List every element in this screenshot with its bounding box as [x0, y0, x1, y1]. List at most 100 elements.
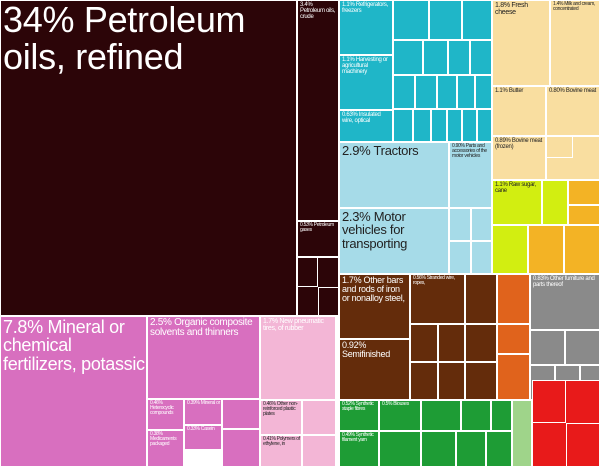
tile-label: 0.83% Other furniture and parts thereof	[533, 276, 595, 289]
treemap-small-tile	[413, 109, 431, 142]
treemap-small-tile	[471, 208, 492, 241]
treemap-small-tile	[438, 324, 465, 362]
treemap-small-tile	[492, 225, 528, 274]
tile-label: 0.33% Casein	[187, 426, 215, 432]
tile-label: 1.7% Other bars and rods of iron or nona…	[342, 275, 405, 304]
treemap-small-tile	[421, 431, 456, 467]
tile-label: 0.92% Semifinished	[342, 340, 390, 360]
treemap-small-tile	[530, 330, 565, 365]
treemap-small-tile	[379, 431, 421, 467]
tile-label: 0.56% Stranded wire, ropes,	[413, 275, 455, 287]
tile-label: 34% Petroleum oils, refined	[3, 0, 246, 77]
treemap-tile: 0.33% Casein	[184, 425, 222, 450]
treemap-small-tile	[423, 40, 448, 75]
treemap-small-tile	[393, 75, 415, 109]
tile-label: 1.1% Raw sugar, cane	[495, 182, 536, 195]
tile-label: 0.53% Petroleum gases	[300, 222, 334, 234]
treemap-small-tile	[222, 429, 260, 467]
treemap-tile: 0.83% Other furniture and parts thereof	[530, 274, 600, 330]
tile-label: 2.9% Tractors	[342, 143, 419, 158]
treemap-tile: 1.8% Fresh cheese	[492, 0, 550, 86]
treemap-small-tile	[475, 75, 492, 109]
treemap-small-tile	[437, 75, 457, 109]
treemap-tile: 1.1% Raw sugar, cane	[492, 180, 542, 225]
treemap-tile: 0.53% Petroleum gases	[297, 221, 339, 257]
treemap-tile: 34% Petroleum oils, refined	[0, 0, 297, 316]
treemap-tile: 2.3% Motor vehicles for transporting	[339, 208, 449, 274]
tile-label: 0.5% Blouses	[382, 401, 409, 407]
treemap-small-tile	[465, 362, 497, 400]
treemap-small-tile	[568, 205, 600, 225]
treemap-small-tile	[491, 400, 512, 431]
treemap-tile: 0.46% Other non-reinforced plastic plate…	[260, 400, 302, 435]
treemap-tile: 1.1% Refrigerators, freezers	[339, 0, 393, 55]
treemap-tile: 0.92% Semifinished	[339, 339, 410, 400]
tile-label: 0.46% Heterocyclic compounds	[150, 400, 174, 417]
treemap-small-tile	[477, 109, 492, 142]
treemap-small-tile	[497, 274, 530, 324]
treemap-small-tile	[566, 423, 600, 467]
treemap-small-tile	[393, 109, 413, 142]
treemap-small-tile	[462, 109, 477, 142]
tile-label: 0.80% Bovine meat	[549, 88, 596, 94]
treemap-tile: 0.63% Insulated wire, optical	[339, 110, 393, 142]
treemap-small-tile	[447, 109, 462, 142]
treemap-tile: 1.1% Butter	[492, 86, 546, 136]
tile-label: 7.8% Mineral or chemical fertilizers, po…	[3, 317, 145, 374]
tile-label: 2.5% Organic composite solvents and thin…	[150, 317, 253, 339]
tile-label: 3.4% Petroleum oils, crude	[300, 2, 336, 21]
treemap-tile: 1.7% Other bars and rods of iron or nona…	[339, 274, 410, 339]
treemap-small-tile	[318, 287, 339, 316]
treemap-small-tile	[431, 109, 447, 142]
treemap-small-tile	[528, 225, 564, 274]
tile-label: 0.89% Bovine meat (frozen)	[495, 138, 542, 151]
treemap-small-tile	[532, 380, 566, 423]
treemap-small-tile	[546, 136, 573, 158]
treemap-tile: 0.41% Polymers of ethylene, in	[260, 435, 302, 467]
treemap-tile: 0.46% Heterocyclic compounds	[147, 399, 184, 430]
treemap-small-tile	[302, 435, 336, 467]
treemap-tile: 0.5% Blouses	[379, 400, 421, 431]
treemap-small-tile	[410, 324, 438, 362]
tile-label: 1.1% Butter	[495, 88, 524, 94]
treemap-small-tile	[415, 75, 437, 109]
tile-label: 0.52% Synthetic staple fibres	[342, 401, 374, 413]
treemap-small-tile	[465, 274, 497, 324]
treemap-small-tile	[462, 0, 492, 40]
treemap-tile: 0.38% Medicaments packaged	[147, 430, 184, 467]
treemap-tile: 0.90% Parts and accessories of the motor…	[449, 142, 492, 208]
treemap-tile: 1.7% New pneumatic tires, of rubber	[260, 316, 336, 400]
treemap-small-tile	[461, 400, 491, 431]
treemap-small-tile	[448, 40, 470, 75]
tile-label: 0.38% Medicaments packaged	[150, 431, 177, 448]
tile-label: 1.8% Fresh cheese	[495, 2, 528, 17]
treemap-small-tile	[410, 362, 438, 400]
tile-label: 0.49% Synthetic filament yarn	[342, 432, 374, 444]
treemap-small-tile	[470, 40, 492, 75]
tile-label: 0.46% Other non-reinforced plastic plate…	[263, 401, 298, 418]
treemap-tile: 1.1% Harvesting or agricultural machiner…	[339, 55, 393, 110]
treemap-small-tile	[222, 399, 260, 429]
treemap-tile: 3.4% Petroleum oils, crude	[297, 0, 339, 221]
tile-label: 1.7% New pneumatic tires, of rubber	[263, 318, 324, 333]
treemap-tile: 7.8% Mineral or chemical fertilizers, po…	[0, 316, 147, 467]
tile-label: 0.90% Parts and accessories of the motor…	[452, 143, 487, 160]
treemap-tile: 1.4% Milk and cream, concentrated	[550, 0, 600, 86]
tile-label: 0.41% Polymers of ethylene, in	[263, 436, 300, 448]
treemap-tile: 0.89% Bovine meat (frozen)	[492, 136, 546, 180]
treemap-tile: 2.9% Tractors	[339, 142, 449, 208]
treemap-small-tile	[486, 431, 512, 467]
treemap-small-tile	[568, 180, 600, 205]
treemap-small-tile	[471, 241, 492, 274]
treemap-small-tile	[457, 75, 475, 109]
treemap-small-tile	[512, 400, 532, 467]
treemap-small-tile	[429, 0, 462, 40]
treemap-small-tile	[302, 400, 336, 435]
treemap-tile: 0.49% Synthetic filament yarn	[339, 431, 379, 467]
treemap-small-tile	[393, 0, 429, 40]
treemap-tile: 0.56% Stranded wire, ropes,	[410, 274, 465, 324]
treemap-small-tile	[421, 400, 461, 431]
tile-label: 0.63% Insulated wire, optical	[342, 112, 381, 125]
tile-label: 1.4% Milk and cream, concentrated	[553, 1, 596, 13]
treemap-tile: 0.80% Bovine meat	[546, 86, 600, 136]
